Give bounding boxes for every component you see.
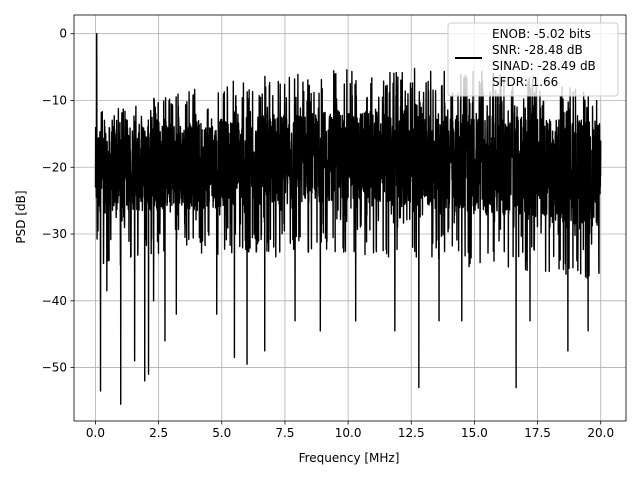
x-tick-label: 0.0 (86, 426, 105, 440)
x-tick-label: 2.5 (149, 426, 168, 440)
y-tick-label: −40 (42, 294, 67, 308)
legend: ENOB: -5.02 bits SNR: -28.48 dB SINAD: -… (448, 23, 618, 96)
y-tick-label: 0 (59, 27, 67, 41)
x-tick-label: 17.5 (524, 426, 551, 440)
y-tick-label: −10 (42, 93, 67, 107)
x-tick-label: 10.0 (335, 426, 362, 440)
legend-entry-enob: ENOB: -5.02 bits (492, 27, 591, 41)
x-axis-label: Frequency [MHz] (299, 451, 400, 465)
x-tick-label: 5.0 (212, 426, 231, 440)
legend-entry-snr: SNR: -28.48 dB (492, 43, 583, 57)
y-axis-label: PSD [dB] (14, 190, 28, 243)
x-tick-label: 15.0 (461, 426, 488, 440)
x-tick-label: 7.5 (275, 426, 294, 440)
y-tick-label: −30 (42, 227, 67, 241)
x-tick-label: 12.5 (398, 426, 425, 440)
y-tick-label: −20 (42, 160, 67, 174)
y-tick-label: −50 (42, 361, 67, 375)
legend-entry-sfdr: SFDR: 1.66 (492, 75, 558, 89)
legend-entry-sinad: SINAD: -28.49 dB (492, 59, 596, 73)
x-tick-label: 20.0 (587, 426, 614, 440)
